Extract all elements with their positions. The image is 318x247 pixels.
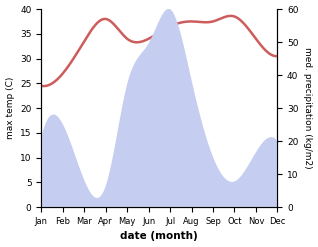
Y-axis label: max temp (C): max temp (C) bbox=[5, 77, 15, 139]
Y-axis label: med. precipitation (kg/m2): med. precipitation (kg/m2) bbox=[303, 47, 313, 169]
X-axis label: date (month): date (month) bbox=[121, 231, 198, 242]
